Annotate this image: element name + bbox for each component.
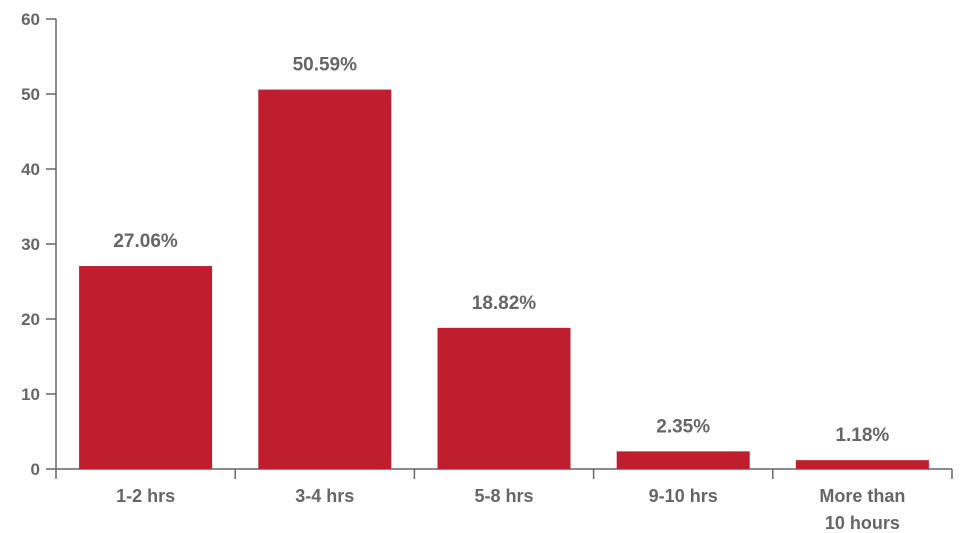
bar [795,460,929,469]
data-label: 50.59% [293,55,358,76]
x-category-label: 1-2 hrs [116,486,175,506]
x-category-label: 9-10 hrs [649,486,718,506]
y-tick-label: 30 [21,235,40,254]
bar [437,327,571,469]
y-tick-label: 10 [21,385,40,404]
data-label: 2.35% [656,416,710,437]
bar [258,89,392,469]
data-label: 1.18% [835,425,889,446]
data-label: 18.82% [472,293,537,314]
bar [79,266,213,469]
y-tick-label: 20 [21,310,40,329]
x-category-label: 10 hours [825,513,900,533]
y-tick-label: 50 [21,85,40,104]
y-tick-label: 0 [31,460,40,479]
x-category-label: More than [819,486,905,506]
y-tick-label: 40 [21,160,40,179]
y-tick-label: 60 [21,10,40,29]
x-category-label: 3-4 hrs [295,486,354,506]
bar [616,451,750,469]
x-category-label: 5-8 hrs [474,486,533,506]
data-label: 27.06% [113,231,178,252]
